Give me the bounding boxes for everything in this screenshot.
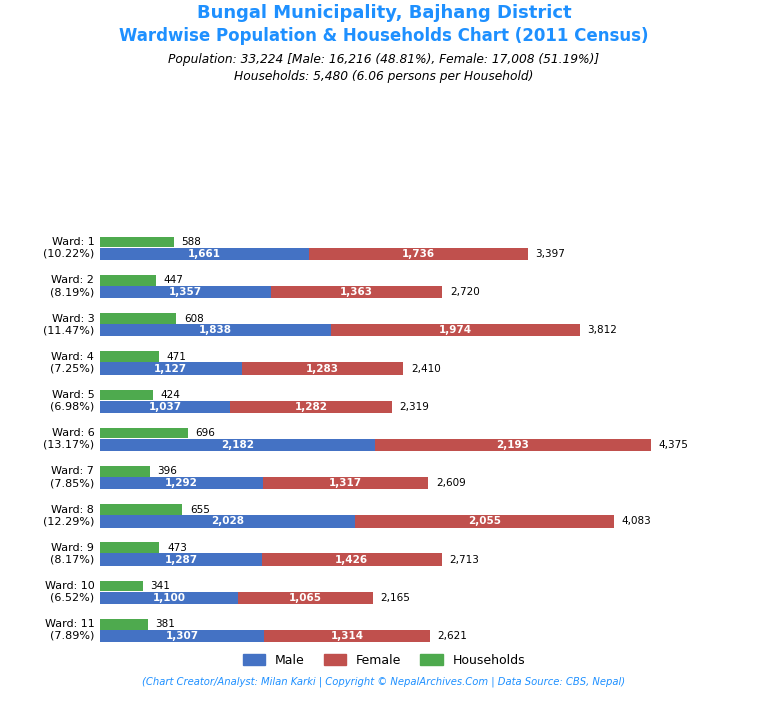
Text: 447: 447: [164, 275, 184, 285]
Text: 1,426: 1,426: [335, 555, 369, 564]
Text: 1,317: 1,317: [329, 478, 362, 488]
Text: 2,055: 2,055: [468, 516, 502, 526]
Text: 2,410: 2,410: [411, 364, 441, 373]
Bar: [238, 591, 372, 604]
Bar: [100, 619, 147, 630]
Bar: [230, 400, 392, 413]
Text: 1,661: 1,661: [188, 249, 221, 259]
Text: 1,065: 1,065: [289, 593, 322, 603]
Text: 471: 471: [167, 351, 187, 361]
Text: 1,974: 1,974: [439, 325, 472, 335]
Text: 4,375: 4,375: [658, 440, 688, 450]
Legend: Male, Female, Households: Male, Female, Households: [237, 649, 531, 672]
Bar: [100, 515, 356, 528]
Bar: [100, 428, 187, 439]
Bar: [100, 591, 238, 604]
Bar: [262, 554, 442, 566]
Text: 2,319: 2,319: [399, 402, 429, 412]
Bar: [309, 248, 528, 260]
Bar: [100, 581, 143, 591]
Text: 696: 696: [195, 428, 215, 438]
Bar: [100, 286, 271, 298]
Text: 1,282: 1,282: [295, 402, 328, 412]
Text: 1,736: 1,736: [402, 249, 435, 259]
Bar: [264, 630, 430, 642]
Bar: [100, 248, 309, 260]
Text: 1,838: 1,838: [199, 325, 232, 335]
Bar: [100, 400, 230, 413]
Text: 1,292: 1,292: [165, 478, 197, 488]
Text: 2,028: 2,028: [211, 516, 244, 526]
Text: 1,283: 1,283: [306, 364, 339, 373]
Bar: [100, 351, 159, 362]
Text: 1,307: 1,307: [166, 631, 199, 641]
Bar: [100, 477, 263, 489]
Text: Population: 33,224 [Male: 16,216 (48.81%), Female: 17,008 (51.19%)]: Population: 33,224 [Male: 16,216 (48.81%…: [168, 53, 600, 65]
Text: 1,357: 1,357: [169, 287, 202, 297]
Bar: [375, 439, 650, 451]
Bar: [100, 439, 375, 451]
Text: 2,165: 2,165: [380, 593, 410, 603]
Bar: [100, 362, 242, 375]
Text: 341: 341: [151, 581, 170, 591]
Text: 2,609: 2,609: [436, 478, 465, 488]
Bar: [100, 390, 154, 400]
Text: Households: 5,480 (6.06 persons per Household): Households: 5,480 (6.06 persons per Hous…: [234, 70, 534, 82]
Bar: [100, 236, 174, 248]
Text: 1,314: 1,314: [331, 631, 364, 641]
Bar: [100, 542, 160, 553]
Text: 473: 473: [167, 542, 187, 553]
Text: 396: 396: [157, 466, 177, 476]
Bar: [100, 313, 177, 324]
Text: 1,127: 1,127: [154, 364, 187, 373]
Text: 608: 608: [184, 314, 204, 324]
Text: Bungal Municipality, Bajhang District: Bungal Municipality, Bajhang District: [197, 4, 571, 21]
Bar: [100, 554, 262, 566]
Text: 1,287: 1,287: [164, 555, 197, 564]
Bar: [242, 362, 403, 375]
Bar: [100, 275, 156, 285]
Text: 588: 588: [181, 237, 201, 247]
Bar: [356, 515, 614, 528]
Text: 3,812: 3,812: [588, 325, 617, 335]
Bar: [100, 504, 182, 515]
Bar: [331, 324, 580, 337]
Text: 381: 381: [155, 619, 175, 629]
Text: 2,193: 2,193: [496, 440, 529, 450]
Text: 1,037: 1,037: [148, 402, 182, 412]
Text: 655: 655: [190, 505, 210, 515]
Text: 4,083: 4,083: [621, 516, 651, 526]
Text: 1,100: 1,100: [153, 593, 186, 603]
Text: 2,720: 2,720: [450, 287, 480, 297]
Bar: [100, 466, 150, 476]
Text: 2,182: 2,182: [220, 440, 253, 450]
Text: Wardwise Population & Households Chart (2011 Census): Wardwise Population & Households Chart (…: [119, 27, 649, 45]
Text: 1,363: 1,363: [340, 287, 373, 297]
Text: 424: 424: [161, 390, 180, 400]
Text: 2,713: 2,713: [449, 555, 479, 564]
Bar: [263, 477, 429, 489]
Bar: [271, 286, 442, 298]
Bar: [100, 630, 264, 642]
Text: 3,397: 3,397: [535, 249, 565, 259]
Text: (Chart Creator/Analyst: Milan Karki | Copyright © NepalArchives.Com | Data Sourc: (Chart Creator/Analyst: Milan Karki | Co…: [142, 677, 626, 687]
Bar: [100, 324, 331, 337]
Text: 2,621: 2,621: [438, 631, 468, 641]
